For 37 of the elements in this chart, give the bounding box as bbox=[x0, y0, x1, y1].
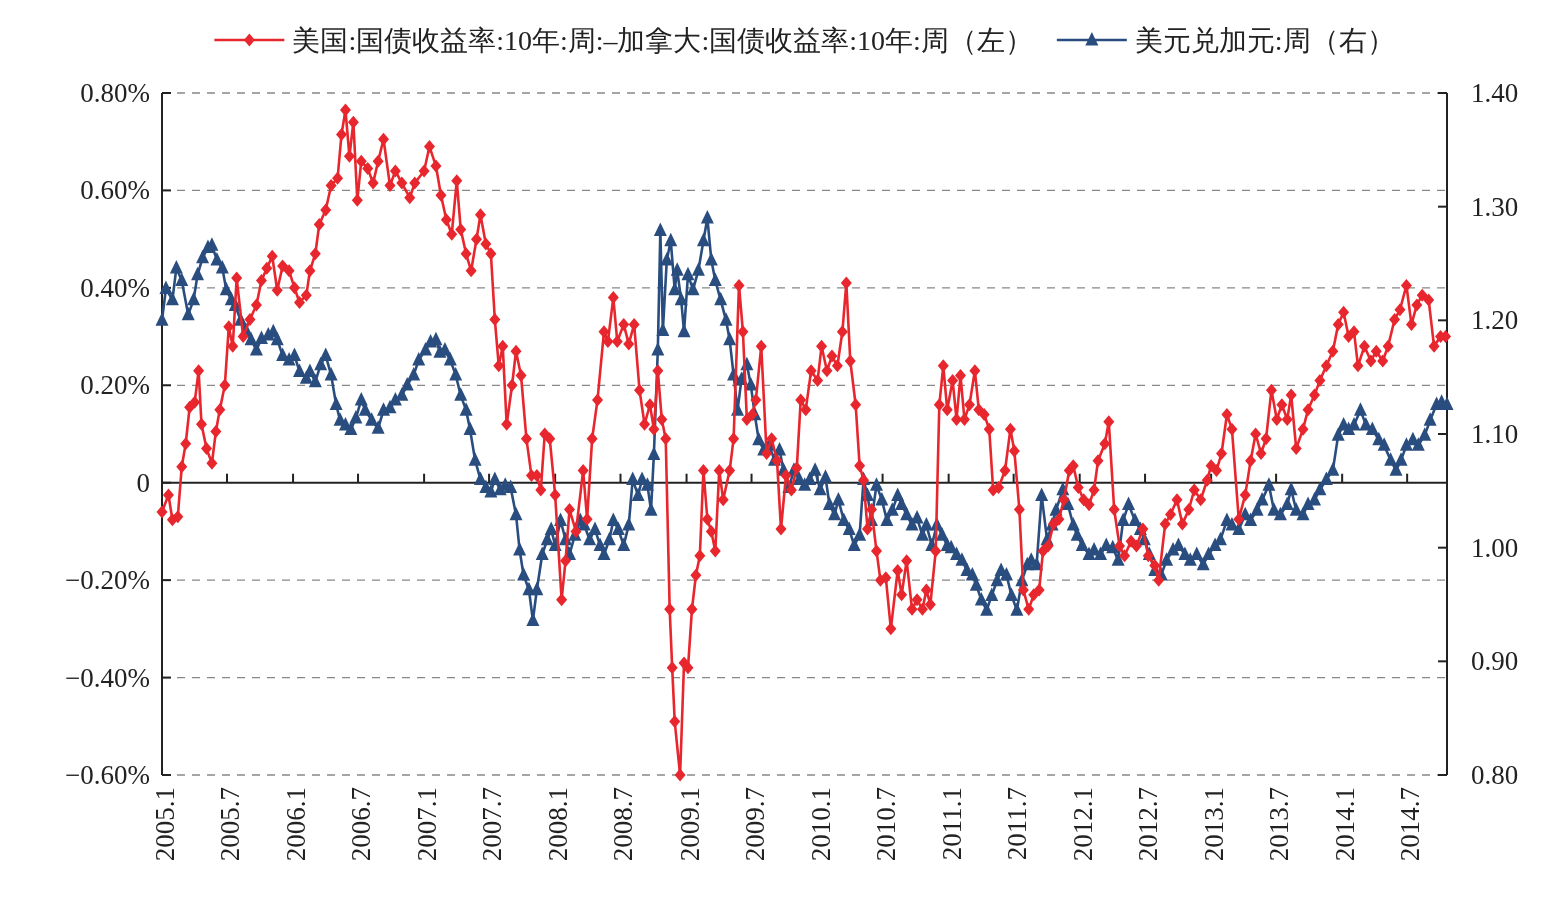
x-tick-label: 2006.1 bbox=[281, 787, 312, 862]
x-tick-label: 2010.7 bbox=[870, 787, 901, 862]
y-tick-label: 0.60% bbox=[80, 175, 150, 206]
y2-tick-label: 0.80 bbox=[1471, 760, 1519, 790]
x-tick-label: 2006.7 bbox=[346, 787, 377, 862]
y-tick-label: 0.40% bbox=[80, 272, 150, 303]
x-tick-label: 2013.1 bbox=[1199, 787, 1230, 862]
x-tick-label: 2009.7 bbox=[739, 787, 770, 862]
y-tick-label: 0.80% bbox=[80, 78, 150, 108]
x-tick-label: 2012.7 bbox=[1133, 787, 1164, 862]
y-tick-label: −0.40% bbox=[65, 662, 150, 693]
y-tick-label: −0.20% bbox=[65, 565, 150, 596]
x-tick-label: 2012.1 bbox=[1067, 787, 1098, 862]
x-tick-label: 2010.1 bbox=[805, 787, 836, 862]
x-tick-label: 2014.1 bbox=[1330, 787, 1361, 862]
y2-tick-label: 1.10 bbox=[1471, 419, 1519, 449]
x-tick-label: 2011.7 bbox=[1001, 787, 1032, 861]
x-tick-label: 2011.1 bbox=[936, 787, 967, 861]
y2-tick-label: 0.90 bbox=[1471, 646, 1519, 677]
y-tick-label: 0.20% bbox=[80, 370, 150, 401]
y-tick-label: 0 bbox=[136, 467, 150, 498]
legend-label: 美元兑加元:周（右） bbox=[1134, 24, 1395, 56]
y2-tick-label: 1.40 bbox=[1471, 78, 1519, 108]
x-tick-label: 2007.7 bbox=[477, 787, 508, 862]
x-tick-label: 2007.1 bbox=[412, 787, 443, 862]
x-tick-label: 2009.1 bbox=[674, 787, 705, 862]
y2-tick-label: 1.00 bbox=[1471, 532, 1519, 563]
legend-label: 美国:国债收益率:10年:周:–加拿大:国债收益率:10年:周（左） bbox=[292, 24, 1033, 56]
x-tick-label: 2013.7 bbox=[1264, 787, 1295, 862]
x-tick-label: 2014.7 bbox=[1395, 787, 1426, 862]
y2-tick-label: 1.20 bbox=[1471, 305, 1519, 336]
y-tick-label: −0.60% bbox=[65, 760, 150, 790]
x-tick-label: 2008.1 bbox=[543, 787, 574, 862]
x-tick-label: 2005.1 bbox=[150, 787, 180, 862]
x-tick-label: 2008.7 bbox=[608, 787, 639, 862]
y2-tick-label: 1.30 bbox=[1471, 191, 1519, 222]
x-tick-label: 2005.7 bbox=[214, 787, 245, 862]
